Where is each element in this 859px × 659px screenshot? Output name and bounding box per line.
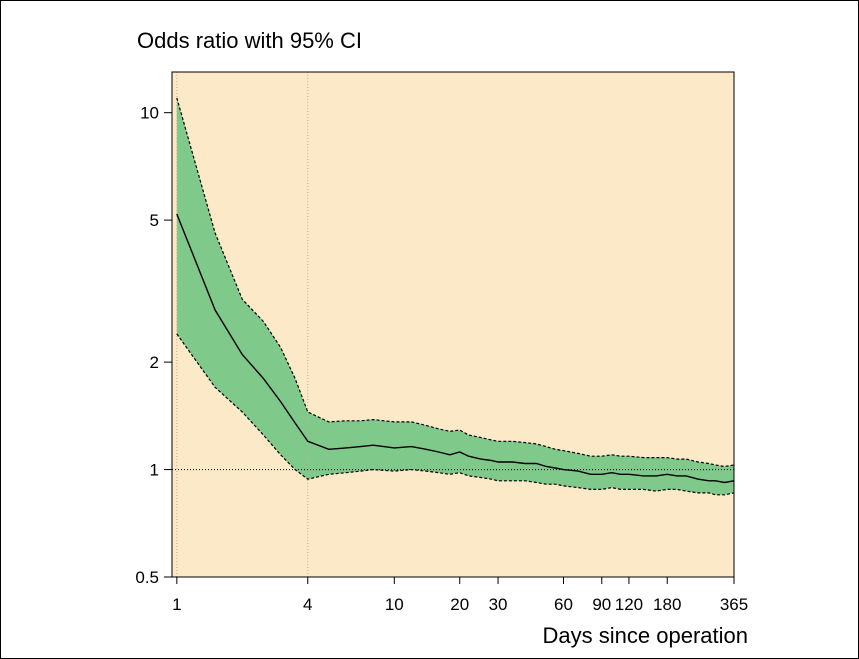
odds-ratio-line	[176, 213, 735, 484]
x-tick-label: 60	[554, 595, 573, 614]
x-tick-label: 10	[385, 595, 404, 614]
y-tick-label: 0.5	[135, 568, 159, 587]
x-tick-label: 365	[720, 595, 748, 614]
x-tick-label: 1	[172, 595, 181, 614]
x-tick-label: 90	[592, 595, 611, 614]
x-tick-label: 4	[303, 595, 312, 614]
x-tick-label: 20	[450, 595, 469, 614]
y-tick-label: 1	[150, 461, 159, 480]
x-axis-title: Days since operation	[543, 623, 748, 648]
plot-border	[171, 71, 735, 578]
y-tick-label: 10	[140, 104, 159, 123]
x-tick-label: 30	[489, 595, 508, 614]
x-tick-label: 180	[653, 595, 681, 614]
y-tick-label: 5	[150, 211, 159, 230]
y-tick-label: 2	[150, 353, 159, 372]
ci-upper-line	[176, 97, 735, 468]
x-tick-label: 120	[615, 595, 643, 614]
chart-title: Odds ratio with 95% CI	[137, 28, 362, 53]
